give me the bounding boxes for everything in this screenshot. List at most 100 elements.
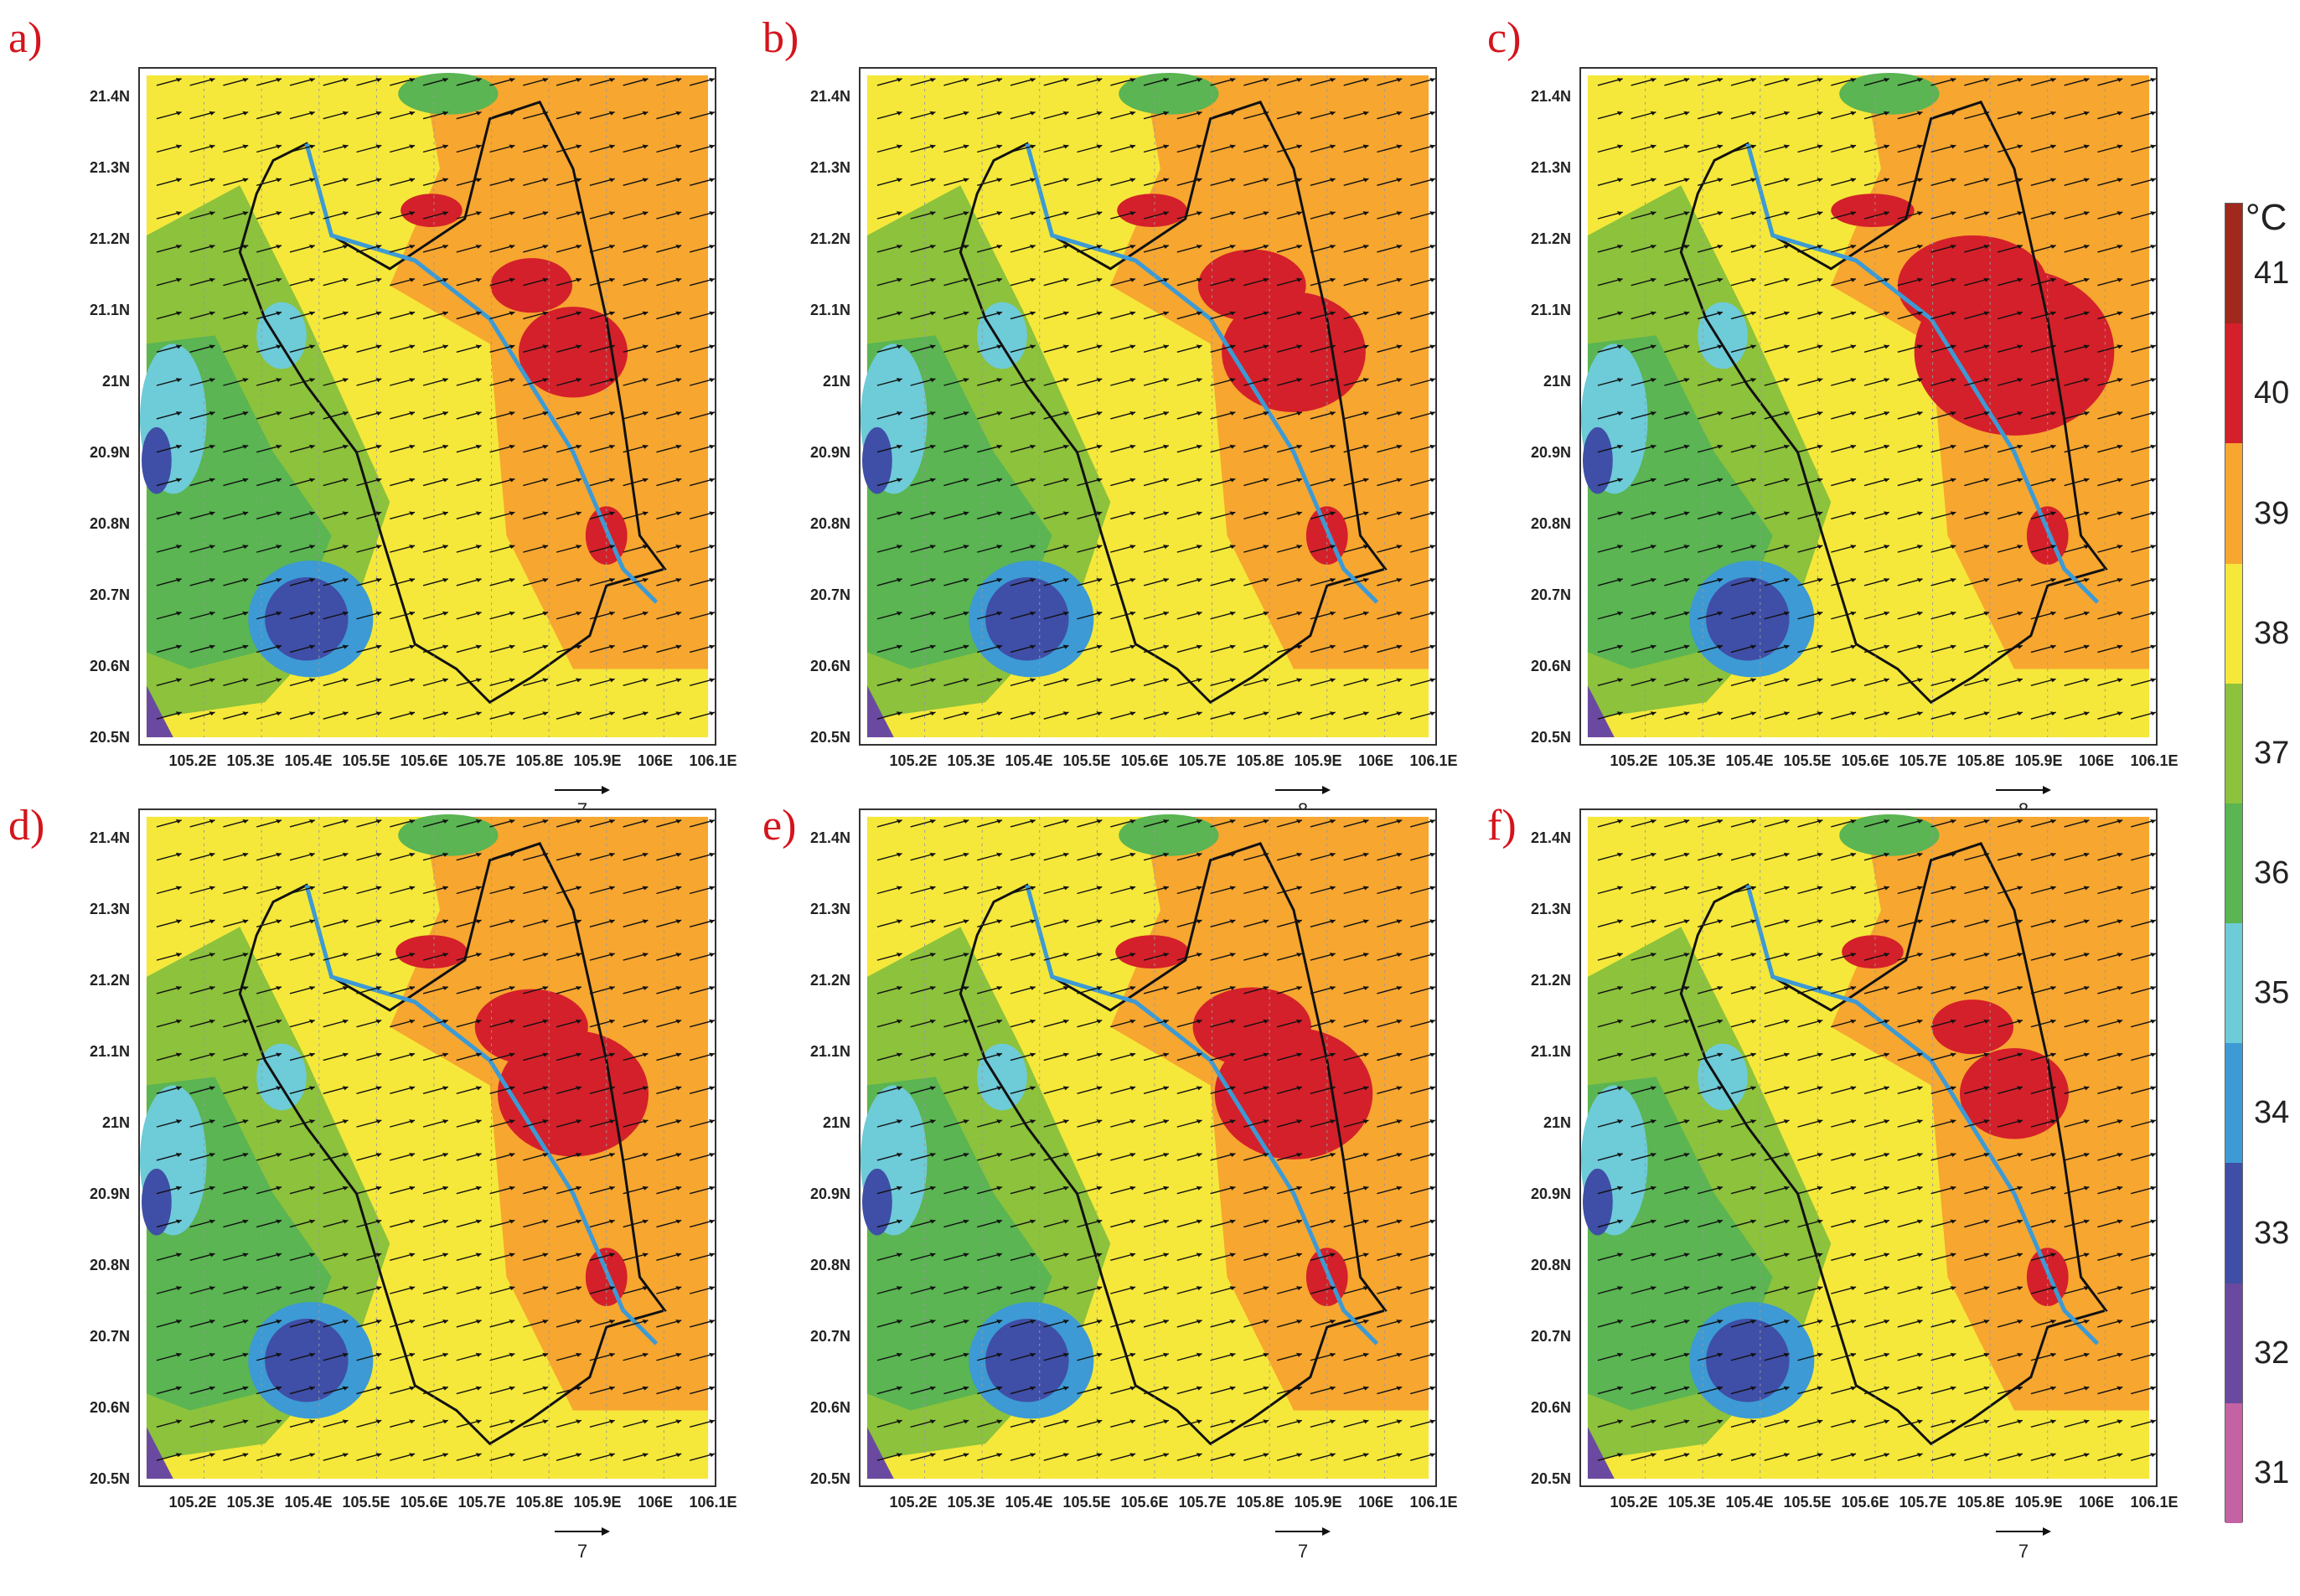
wind-arrowhead bbox=[1329, 277, 1336, 282]
province-boundary bbox=[959, 841, 1388, 1446]
wind-arrowhead bbox=[996, 411, 1003, 416]
wind-arrowhead bbox=[1196, 144, 1202, 149]
wind-arrowhead bbox=[1196, 1319, 1202, 1324]
y-tick-label: 21.2N bbox=[809, 972, 850, 989]
wind-arrowhead bbox=[1883, 411, 1889, 416]
wind-arrowhead bbox=[1883, 852, 1889, 857]
wind-arrowhead bbox=[1683, 919, 1690, 924]
wind-arrowhead bbox=[1196, 711, 1202, 716]
wind-arrowhead bbox=[642, 985, 649, 990]
wind-arrowhead bbox=[996, 444, 1003, 449]
wind-arrowhead bbox=[896, 1319, 902, 1324]
wind-arrowhead bbox=[242, 919, 249, 924]
temperature-map bbox=[1581, 813, 2156, 1480]
wind-arrowhead bbox=[209, 511, 215, 516]
wind-arrowhead bbox=[1295, 244, 1302, 249]
wind-arrowhead bbox=[1196, 277, 1202, 282]
wind-arrowhead bbox=[1950, 478, 1956, 483]
wind-arrowhead bbox=[1096, 985, 1103, 990]
wind-arrowhead bbox=[1096, 244, 1103, 249]
wind-arrowhead bbox=[509, 919, 515, 924]
y-tick-label: 20.9N bbox=[809, 1185, 850, 1202]
wind-arrowhead bbox=[1750, 545, 1756, 550]
wind-arrowhead bbox=[2049, 886, 2056, 891]
wind-arrowhead bbox=[542, 378, 549, 383]
wind-arrowhead bbox=[1783, 344, 1790, 349]
wind-arrowhead bbox=[209, 711, 215, 716]
wind-arrowhead bbox=[1950, 444, 1956, 449]
wind-arrowhead bbox=[1229, 511, 1236, 516]
wind-arrowhead bbox=[1295, 711, 1302, 716]
wind-arrowhead bbox=[1129, 1086, 1136, 1091]
wind-arrowhead bbox=[1096, 644, 1103, 649]
wind-arrowhead bbox=[542, 953, 549, 958]
wind-arrowhead bbox=[442, 478, 448, 483]
wind-arrowhead bbox=[209, 311, 215, 316]
wind-arrowhead bbox=[2016, 77, 2023, 82]
wind-arrowhead bbox=[1396, 378, 1403, 383]
wind-arrowhead bbox=[1983, 577, 1990, 582]
wind-arrowhead bbox=[1396, 611, 1403, 616]
wind-arrowhead bbox=[2117, 444, 2123, 449]
zone-33 bbox=[141, 426, 172, 494]
wind-arrowhead bbox=[2083, 1386, 2090, 1391]
y-tick-label: 20.5N bbox=[809, 1470, 850, 1487]
wind-arrowhead bbox=[1916, 1419, 1923, 1424]
wind-arrowhead bbox=[963, 1319, 969, 1324]
wind-arrowhead bbox=[1883, 1152, 1889, 1157]
wind-arrowhead bbox=[308, 1152, 315, 1157]
wind-arrowhead bbox=[276, 1019, 282, 1024]
wind-arrowhead bbox=[1783, 411, 1790, 416]
wind-arrowhead bbox=[1229, 1086, 1236, 1091]
wind-arrowhead bbox=[1983, 1152, 1990, 1157]
wind-arrowhead bbox=[509, 411, 515, 416]
wind-arrowhead bbox=[1850, 1386, 1857, 1391]
wind-arrowhead bbox=[2150, 1052, 2156, 1057]
wind-arrowhead bbox=[608, 985, 615, 990]
wind-arrowhead bbox=[2150, 411, 2156, 416]
wind-arrowhead bbox=[1096, 1386, 1103, 1391]
wind-arrowhead bbox=[175, 678, 182, 683]
wind-arrowhead bbox=[1983, 1286, 1990, 1291]
wind-arrowhead bbox=[442, 1253, 448, 1258]
zone-33 bbox=[985, 576, 1069, 661]
wind-arrowhead bbox=[209, 478, 215, 483]
wind-arrowhead bbox=[2150, 1286, 2156, 1291]
wind-arrowhead bbox=[642, 111, 649, 116]
wind-arrowhead bbox=[1783, 644, 1790, 649]
wind-arrowhead bbox=[1162, 1253, 1169, 1258]
wind-arrowhead bbox=[375, 1352, 382, 1357]
wind-arrowhead bbox=[1750, 111, 1756, 116]
wind-arrowhead bbox=[1817, 953, 1823, 958]
wind-arrowhead bbox=[276, 1286, 282, 1291]
wind-arrowhead bbox=[709, 644, 715, 649]
wind-arrowhead bbox=[1683, 144, 1690, 149]
wind-arrowhead bbox=[1817, 144, 1823, 149]
wind-arrowhead bbox=[542, 244, 549, 249]
wind-arrowhead bbox=[2016, 144, 2023, 149]
wind-arrowhead bbox=[1362, 1152, 1369, 1157]
x-tick-label: 105.2E bbox=[889, 752, 938, 769]
wind-arrowhead bbox=[375, 411, 382, 416]
wind-arrowhead bbox=[1650, 1086, 1657, 1091]
wind-arrowhead bbox=[1717, 886, 1724, 891]
wind-arrowhead bbox=[1263, 1453, 1269, 1458]
panel-label: d) bbox=[8, 802, 45, 850]
wind-arrowhead bbox=[1029, 178, 1036, 183]
wind-arrowhead bbox=[442, 919, 448, 924]
wind-arrowhead bbox=[1850, 444, 1857, 449]
wind-arrowhead bbox=[2117, 311, 2123, 316]
wind-arrowhead bbox=[1883, 678, 1889, 683]
wind-arrowhead bbox=[1717, 478, 1724, 483]
wind-arrowhead bbox=[608, 644, 615, 649]
wind-arrowhead bbox=[1096, 478, 1103, 483]
wind-arrowhead bbox=[996, 244, 1003, 249]
wind-arrowhead bbox=[276, 886, 282, 891]
wind-arrowhead bbox=[475, 244, 482, 249]
wind-arrowhead bbox=[2117, 852, 2123, 857]
y-tick-label: 20.7N bbox=[89, 1328, 130, 1345]
wind-arrowhead bbox=[608, 886, 615, 891]
wind-arrowhead bbox=[1616, 678, 1623, 683]
y-tick-label: 20.8N bbox=[89, 515, 130, 532]
wind-arrowhead bbox=[896, 1119, 902, 1124]
